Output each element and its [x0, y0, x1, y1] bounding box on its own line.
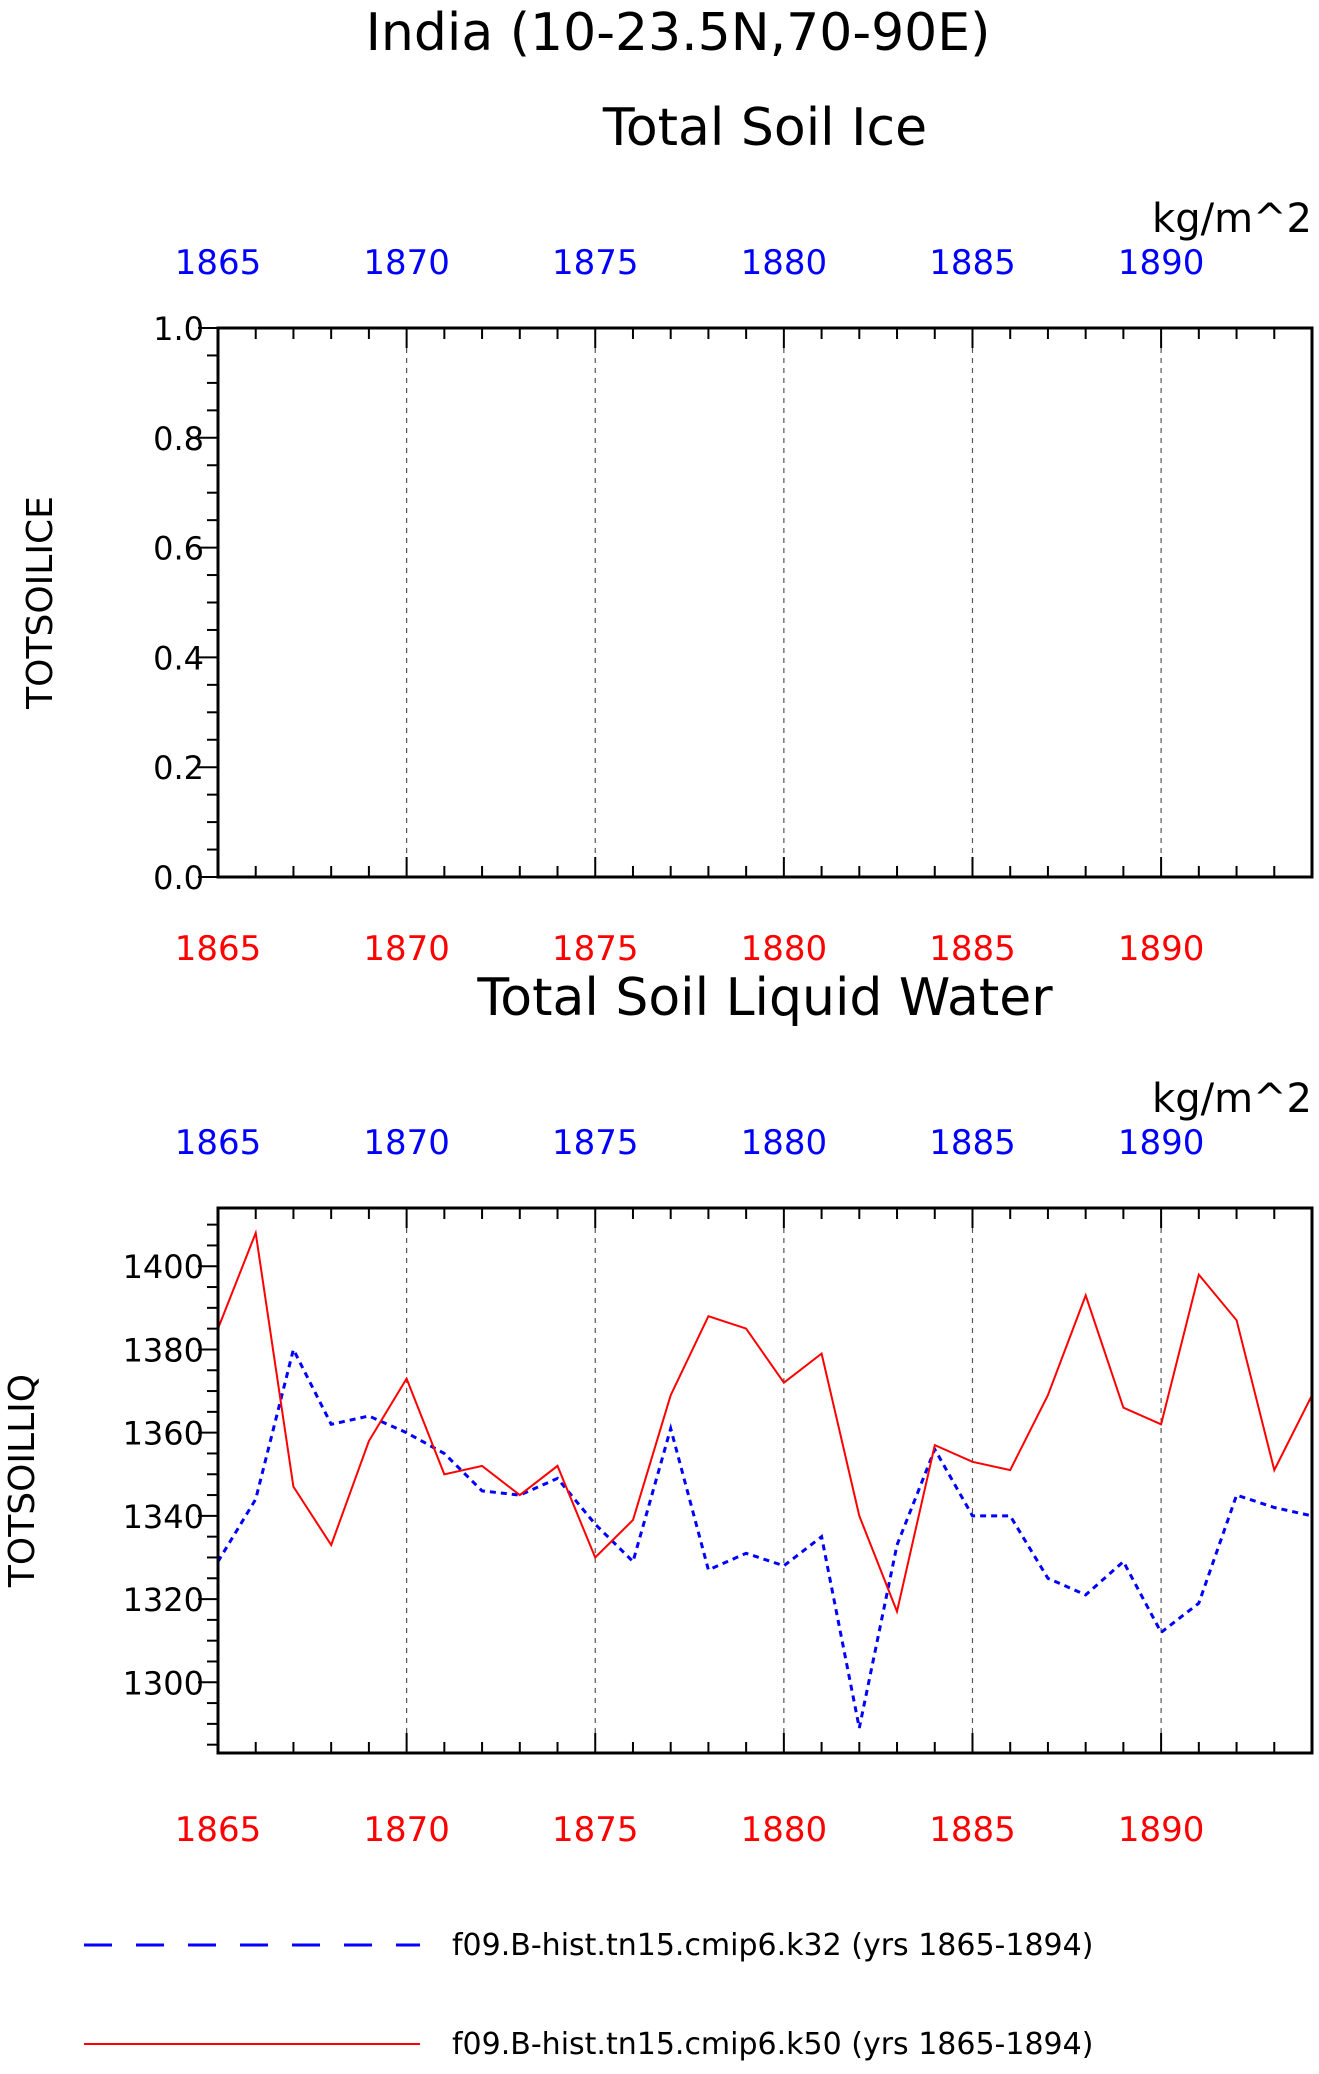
x-tick-label-bottom: 1870	[363, 1810, 450, 1850]
x-tick-label-top: 1880	[741, 1123, 828, 1163]
x-tick-label-bottom: 1865	[175, 929, 262, 969]
y-tick-label: 0.4	[153, 639, 204, 677]
x-tick-label-top: 1865	[175, 243, 262, 283]
x-tick-label-top: 1870	[363, 243, 450, 283]
units-label: kg/m^2	[1152, 196, 1312, 242]
panel-total-soil-liquid-water: Total Soil Liquid Water kg/m^2 TOTSOILLIQ 1…	[2, 968, 1314, 1850]
plot-frame	[216, 1206, 1314, 1755]
panel-total-soil-ice: Total Soil Ice kg/m^2 TOTSOILICE 1865 1870 18…	[20, 98, 1314, 969]
legend-label-1: f09.B-hist.tn15.cmip6.k32 (yrs 1865-1894…	[452, 1928, 1093, 1963]
x-tick-label-top: 1875	[552, 243, 639, 283]
x-tick-label-bottom: 1875	[552, 1810, 639, 1850]
x-tick-label-top: 1885	[929, 1123, 1016, 1163]
x-tick-label-top: 1880	[741, 243, 828, 283]
legend-label-2: f09.B-hist.tn15.cmip6.k50 (yrs 1865-1894…	[452, 2027, 1093, 2062]
y-axis-label: TOTSOILICE	[20, 496, 61, 710]
x-tick-label-bottom: 1890	[1118, 929, 1205, 969]
y-tick-label: 1400	[123, 1248, 204, 1286]
y-tick-label: 0.2	[153, 749, 204, 787]
x-tick-label-bottom: 1885	[929, 929, 1016, 969]
x-tick-label-bottom: 1880	[741, 1810, 828, 1850]
y-tick-label: 1300	[123, 1664, 204, 1702]
panel-title: Total Soil Liquid Water	[476, 968, 1053, 1028]
x-tick-label-top: 1890	[1118, 243, 1205, 283]
x-tick-label-top: 1885	[929, 243, 1016, 283]
series-line-2	[217, 1229, 1313, 1615]
x-tick-label-top: 1890	[1118, 1123, 1205, 1163]
units-label: kg/m^2	[1152, 1076, 1312, 1122]
panel-title: Total Soil Ice	[602, 98, 927, 158]
y-axis-label: TOTSOILLIQ	[2, 1374, 43, 1588]
y-tick-label: 0.0	[153, 859, 204, 897]
y-tick-label: 1.0	[153, 310, 204, 348]
y-tick-label: 0.6	[153, 530, 204, 568]
y-tick-label: 1340	[123, 1498, 204, 1536]
x-tick-label-bottom: 1880	[741, 929, 828, 969]
plot-frame	[216, 326, 1314, 879]
y-tick-label: 1380	[123, 1331, 204, 1369]
x-tick-label-bottom: 1875	[552, 929, 639, 969]
x-tick-label-bottom: 1870	[363, 929, 450, 969]
x-tick-label-top: 1875	[552, 1123, 639, 1163]
x-tick-label-bottom: 1865	[175, 1810, 262, 1850]
legend: f09.B-hist.tn15.cmip6.k32 (yrs 1865-1894…	[84, 1928, 1093, 2062]
x-tick-label-top: 1865	[175, 1123, 262, 1163]
x-tick-label-top: 1870	[363, 1123, 450, 1163]
x-tick-label-bottom: 1885	[929, 1810, 1016, 1850]
y-tick-label: 1320	[123, 1581, 204, 1619]
y-tick-label: 0.8	[153, 420, 204, 458]
figure-title: India (10-23.5N,70-90E)	[366, 3, 991, 63]
x-tick-label-bottom: 1890	[1118, 1810, 1205, 1850]
y-tick-label: 1360	[123, 1415, 204, 1453]
series-line-1	[216, 1345, 1313, 1729]
